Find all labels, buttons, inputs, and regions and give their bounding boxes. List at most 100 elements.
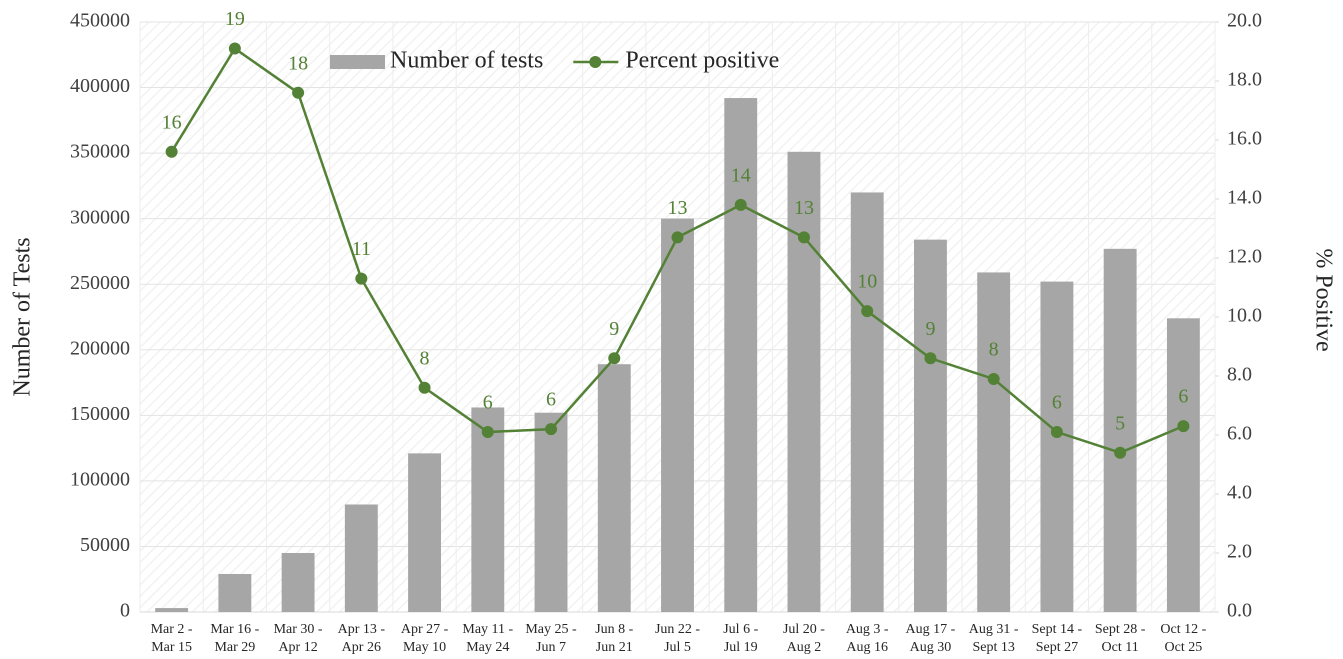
data-label: 6 (1178, 386, 1188, 408)
x-tick-label: Mar 2 - (151, 622, 193, 637)
data-label: 13 (794, 197, 814, 219)
x-tick-label: Aug 30 (910, 640, 952, 655)
data-label: 19 (225, 8, 245, 30)
y2-tick-label: 14.0 (1227, 187, 1262, 209)
bar (787, 151, 821, 613)
x-tick-label: Sept 27 (1036, 640, 1078, 655)
y-tick-label: 100000 (70, 468, 130, 490)
marker (987, 372, 1000, 385)
x-tick-label: Aug 3 - (846, 622, 889, 637)
x-tick-label: Oct 12 - (1160, 622, 1206, 637)
data-label: 14 (731, 164, 751, 186)
data-label: 6 (1052, 392, 1062, 414)
x-tick-label: Jun 8 - (595, 622, 633, 637)
bar (155, 608, 189, 612)
marker (734, 198, 747, 211)
y-tick-label: 400000 (70, 75, 130, 97)
data-label: 6 (483, 392, 493, 414)
x-tick-label: Aug 16 (846, 640, 888, 655)
bar (1040, 281, 1074, 612)
data-label: 8 (420, 347, 430, 369)
x-tick-label: Mar 15 (151, 640, 192, 655)
bar (218, 573, 252, 612)
data-label: 9 (609, 318, 619, 340)
y2-tick-label: 4.0 (1227, 482, 1252, 504)
x-tick-label: Jun 21 (596, 640, 633, 655)
marker (228, 42, 241, 55)
y-tick-label: 150000 (70, 403, 130, 425)
bar (914, 239, 947, 612)
legend-swatch (330, 55, 385, 69)
marker (481, 426, 494, 439)
marker (1050, 426, 1063, 439)
legend-marker (589, 56, 602, 68)
x-tick-label: Sept 28 - (1095, 622, 1146, 637)
y2-tick-label: 10.0 (1227, 305, 1262, 327)
bar (724, 98, 758, 613)
bar (597, 364, 631, 612)
x-tick-label: May 10 (403, 640, 446, 655)
x-tick-label: Jul 20 - (783, 622, 825, 637)
x-tick-label: Jul 5 (664, 640, 691, 655)
y2-tick-label: 12.0 (1227, 246, 1262, 268)
x-tick-label: Apr 12 (278, 640, 317, 655)
data-label: 10 (857, 271, 877, 293)
x-tick-label: Aug 2 (787, 640, 822, 655)
y-tick-label: 0 (120, 600, 130, 622)
x-tick-label: Jul 19 (724, 640, 758, 655)
y-tick-label: 300000 (70, 206, 130, 228)
x-tick-label: Sept 13 (972, 640, 1014, 655)
marker (797, 231, 810, 244)
x-tick-label: Jun 22 - (655, 622, 700, 637)
data-label: 8 (989, 339, 999, 361)
bar (977, 272, 1011, 612)
bar (471, 407, 505, 612)
data-label: 13 (668, 197, 688, 219)
x-tick-label: Apr 27 - (401, 622, 449, 637)
bar (850, 192, 884, 612)
legend-label: Percent positive (625, 48, 779, 74)
data-label: 18 (288, 52, 308, 74)
marker (292, 86, 305, 99)
marker (418, 381, 431, 394)
y-tick-label: 450000 (70, 10, 130, 32)
x-tick-label: Apr 13 - (338, 622, 386, 637)
data-label: 9 (925, 318, 935, 340)
marker (608, 352, 621, 365)
x-tick-label: Aug 31 - (969, 622, 1019, 637)
x-tick-label: Sept 14 - (1032, 622, 1083, 637)
bar (408, 453, 441, 612)
y2-tick-label: 0.0 (1227, 600, 1252, 622)
y2-axis-title: % Positive (1310, 248, 1336, 351)
bar (1166, 318, 1200, 612)
bar (534, 412, 568, 612)
x-tick-label: Aug 17 - (906, 622, 956, 637)
x-tick-label: Mar 30 - (274, 622, 323, 637)
y-tick-label: 200000 (70, 337, 130, 359)
data-label: 16 (162, 111, 182, 133)
marker (924, 352, 937, 365)
legend-label: Number of tests (390, 48, 543, 74)
marker (355, 272, 368, 285)
x-tick-label: May 24 (466, 640, 509, 655)
data-label: 11 (352, 238, 371, 260)
bar (661, 218, 694, 612)
x-tick-label: Mar 16 - (210, 622, 259, 637)
x-tick-label: Oct 25 (1165, 640, 1203, 655)
x-tick-label: May 11 - (462, 622, 513, 637)
y2-tick-label: 16.0 (1227, 128, 1262, 150)
marker (1177, 420, 1190, 433)
y2-tick-label: 18.0 (1227, 69, 1262, 91)
y-tick-label: 50000 (80, 534, 130, 556)
x-tick-label: Jul 6 - (723, 622, 758, 637)
marker (545, 423, 558, 436)
y2-tick-label: 8.0 (1227, 364, 1252, 386)
bar (281, 553, 315, 612)
y-tick-label: 350000 (70, 141, 130, 163)
x-tick-label: Oct 11 (1102, 640, 1139, 655)
marker (671, 231, 684, 244)
marker (165, 145, 178, 158)
y2-tick-label: 6.0 (1227, 423, 1252, 445)
x-tick-label: May 25 - (525, 622, 577, 637)
